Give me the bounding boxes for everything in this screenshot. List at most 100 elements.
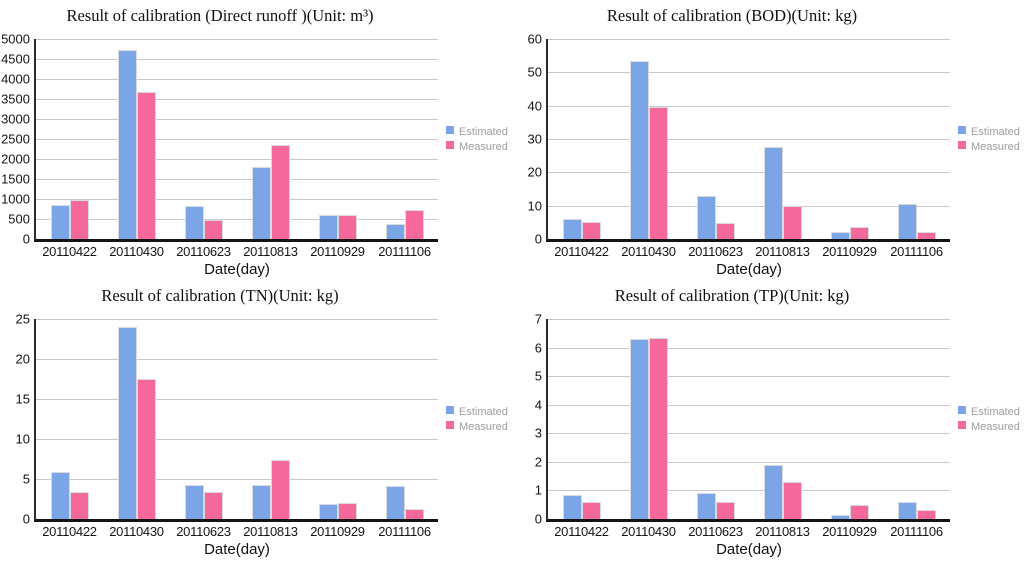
legend-swatch-measured [446,140,454,149]
bar-estimated-20110813 [763,147,783,239]
plot-area [34,39,438,242]
bar-measured-20110430 [136,92,156,239]
bar-measured-20111106 [404,210,424,239]
gridline [36,179,438,180]
y-tick-label: 2500 [1,131,30,147]
bar-measured-20111106 [404,509,424,519]
plot-column: 20110422 20110430 20110623 20110813 20110929… [34,39,438,278]
gridline [36,319,438,320]
bar-estimated-20110430 [629,339,649,519]
bar-measured-20110929 [849,227,869,239]
gridline [36,119,438,120]
gridline [36,439,438,440]
chart-tp: Result of calibration (TP)(Unit: kg) 0 1 2… [512,280,1024,561]
y-tick-label: 60 [527,31,542,47]
bar-measured-20110813 [782,206,802,239]
bar-measured-20110430 [136,379,156,519]
bar-measured-20111106 [916,232,936,239]
y-axis: 0 500 1000 1500 2000 2500 3000 3500 4000 4500 5000 [0,33,34,246]
y-tick-label: 20 [527,164,542,180]
gridline [548,433,950,435]
legend-label: Estimated [971,405,1020,418]
bar-measured-20110422 [69,200,89,239]
gridline [548,404,950,406]
legend-item-estimated: Estimated [446,125,508,138]
x-axis-labels: 20110422 20110430 20110623 20110813 20110929… [548,524,950,541]
y-tick-label: 5 [22,471,30,487]
bar-estimated-20110623 [696,493,716,519]
legend-item-measured: Measured [446,140,508,153]
bar-estimated-20110813 [763,465,783,519]
legend-label: Measured [971,140,1020,153]
legend-label: Measured [971,420,1020,433]
y-tick-label: 20 [15,351,30,367]
gridline [36,359,438,360]
bar-estimated-20111106 [385,224,405,239]
bar-estimated-20110430 [117,50,137,239]
bar-measured-20110430 [648,338,668,519]
bar-estimated-20110813 [251,167,271,239]
y-tick-label: 5 [534,368,542,384]
chart-title: Result of calibration (TP)(Unit: kg) [614,286,850,305]
x-tick-label: 20110422 [42,524,97,539]
chart-tn: Result of calibration (TN)(Unit: kg) 0 5 1… [0,280,512,561]
x-axis-title: Date(day) [204,261,270,278]
x-tick-label: 20110623 [688,524,743,539]
x-axis-labels: 20110422 20110430 20110623 20110813 20110929… [548,244,950,261]
gridline [548,72,950,74]
bar-measured-20111106 [916,510,936,519]
bar-estimated-20110813 [251,485,271,519]
legend-item-estimated: Estimated [958,125,1020,138]
bar-estimated-20111106 [385,486,405,519]
gridline [548,105,950,107]
bar-measured-20110422 [581,502,601,519]
bar-estimated-20110623 [184,206,204,239]
chart-title: Result of calibration (BOD)(Unit: kg) [606,6,858,25]
gridline [36,159,438,160]
bar-estimated-20110623 [184,485,204,519]
x-tick-label: 20110929 [822,524,877,539]
bar-estimated-20110422 [50,205,70,239]
x-tick-label: 20110813 [755,524,810,539]
x-tick-label: 20111106 [378,244,431,259]
chart-title: Result of calibration (TN)(Unit: kg) [101,286,339,305]
bar-estimated-20110422 [50,472,70,519]
bar-measured-20110623 [203,492,223,519]
bar-measured-20110422 [69,492,89,519]
gridline [548,205,950,207]
x-tick-label: 20110929 [822,244,877,259]
chart-body: 0 500 1000 1500 2000 2500 3000 3500 4000 4500 5000… [0,33,512,279]
y-tick-label: 4 [534,397,542,413]
legend-swatch-estimated [958,125,966,134]
x-tick-label: 20110813 [755,244,810,259]
legend-swatch-measured [958,420,966,429]
bar-estimated-20110430 [629,61,649,239]
gridline [36,59,438,60]
x-tick-label: 20110422 [554,524,609,539]
chart-bod: Result of calibration (BOD)(Unit: kg) 0 1… [512,0,1024,280]
gridline [548,376,950,378]
bar-estimated-20110929 [318,504,338,519]
gridline [548,347,950,349]
x-axis-title: Date(day) [204,541,270,558]
gridline [548,172,950,174]
legend: Estimated Measured [446,39,508,239]
y-tick-label: 4500 [1,51,30,67]
chart-body: 0 10 20 30 40 50 60 20110422 20110430 20110623 20… [512,33,1024,279]
y-tick-label: 7 [534,311,542,327]
y-tick-label: 0 [22,231,30,247]
legend: Estimated Measured [958,39,1020,239]
gridline [36,219,438,220]
x-tick-label: 20110813 [243,524,298,539]
y-tick-label: 6 [534,340,542,356]
legend-label: Measured [459,140,508,153]
bar-measured-20110623 [715,502,735,519]
bar-measured-20110929 [337,215,357,239]
y-tick-label: 15 [15,391,30,407]
gridline [548,139,950,140]
y-tick-label: 0 [22,511,30,527]
x-tick-label: 20110430 [109,244,164,259]
gridline [36,139,438,140]
x-axis-title: Date(day) [716,541,782,558]
bar-measured-20110430 [648,107,668,239]
